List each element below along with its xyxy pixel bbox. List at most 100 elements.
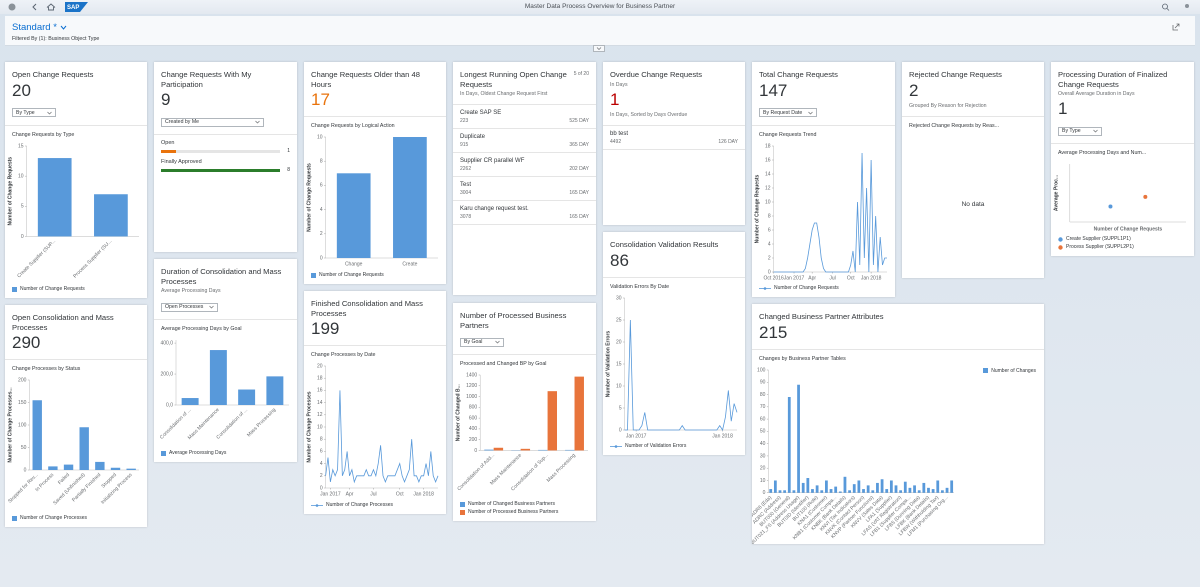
avatar-icon[interactable] bbox=[8, 3, 16, 11]
kpi-value: 1 bbox=[1058, 99, 1068, 118]
kpi-value: 290 bbox=[12, 333, 41, 352]
home-icon[interactable] bbox=[46, 3, 56, 11]
bar bbox=[547, 391, 558, 451]
dropdown[interactable]: By Type bbox=[1058, 126, 1102, 136]
card: Open Consolidation and Mass Processes 290… bbox=[5, 305, 147, 527]
swatch-box bbox=[12, 286, 17, 292]
legend: Number of Changes bbox=[983, 368, 1036, 374]
chart-title: Changes by Business Partner Tables bbox=[759, 355, 846, 362]
legend-text: Average Processing Days bbox=[169, 450, 227, 456]
x-tick-label: Jul bbox=[370, 491, 376, 497]
y-tick-label: 10 bbox=[317, 424, 323, 430]
dropdown[interactable]: By Type bbox=[12, 108, 56, 117]
list-item[interactable]: Create SAP SE 223 525 DAY bbox=[453, 105, 596, 129]
dropdown-text: By Type bbox=[1062, 128, 1081, 134]
x-tick-label: Mass Processing bbox=[546, 452, 577, 483]
card-header[interactable]: Finished Consolidation and Mass Processe… bbox=[304, 291, 446, 339]
card-header[interactable]: Consolidation Validation Results 86 bbox=[603, 232, 745, 271]
chart-plot: Number of Validation Errors 0 5 10 15 20 25 30 J… bbox=[605, 295, 738, 439]
dropdown-wrap: Open Processes bbox=[161, 295, 290, 313]
card-header[interactable]: Rejected Change Requests 2 Grouped By Reas… bbox=[902, 62, 1044, 110]
dropdown[interactable]: Open Processes bbox=[161, 302, 219, 312]
swatch-dot bbox=[1058, 236, 1063, 242]
card: Number of Processed Business Partners By … bbox=[453, 303, 596, 521]
list-item[interactable]: Duplicate 915 365 DAY bbox=[453, 129, 596, 153]
y-tick-label: 10 bbox=[317, 134, 323, 140]
card-header[interactable]: Total Change Requests 147 By Request Date bbox=[752, 62, 895, 119]
back-icon[interactable] bbox=[32, 3, 37, 11]
search-icon[interactable] bbox=[1162, 3, 1168, 10]
bar bbox=[876, 482, 879, 493]
item-id: 223 bbox=[460, 118, 469, 124]
variant-selector[interactable]: Standard * bbox=[12, 22, 67, 33]
y-tick-label: 6 bbox=[320, 183, 323, 189]
list-item[interactable]: bb test 4492 126 DAY bbox=[603, 126, 745, 150]
y-tick-label: 400 bbox=[469, 426, 478, 432]
y-tick-label: 12 bbox=[765, 185, 771, 191]
item-id: 915 bbox=[460, 142, 469, 148]
card-header[interactable]: Change Requests Older than 48 Hours 17 bbox=[304, 62, 446, 110]
kpi-value: 147 bbox=[759, 80, 788, 100]
y-tick-label: 0 bbox=[24, 467, 27, 473]
card: Longest Running Open Change Requests 5 of… bbox=[453, 62, 596, 295]
legend: Create Supplier (SUPPL1P1) Process Suppli… bbox=[1051, 234, 1194, 256]
collapse-button[interactable] bbox=[593, 45, 605, 52]
card-header[interactable]: Duration of Consolidation and Mass Proce… bbox=[154, 259, 297, 313]
x-tick-label: Jan 2018 bbox=[712, 433, 733, 439]
dropdown[interactable]: Created by Me bbox=[161, 117, 264, 127]
card-header[interactable]: Longest Running Open Change Requests 5 of… bbox=[453, 62, 596, 98]
chart-area: Number of Change Requests 0 2 4 6 8 10 12 14 16 18… bbox=[752, 140, 895, 284]
x-tick-label: Oct bbox=[847, 275, 855, 281]
user-icon[interactable] bbox=[1185, 4, 1189, 8]
card-header[interactable]: Processing Duration of Finalized Change … bbox=[1051, 62, 1194, 137]
dropdown-wrap: By Type bbox=[12, 101, 140, 119]
card-header[interactable]: Changed Business Partner Attributes 215 bbox=[752, 304, 1044, 343]
legend-text: Number of Change Processes bbox=[20, 515, 87, 521]
x-tick-label: Jan 2018 bbox=[861, 275, 882, 281]
x-tick-label: Create bbox=[402, 261, 417, 267]
chart-plot: Number of Change Requests 0 5 10 15 Create Su… bbox=[7, 143, 139, 279]
card-header[interactable]: Overdue Change Requests In Days 1 In Days, … bbox=[603, 62, 745, 119]
swatch-dot bbox=[763, 286, 767, 290]
variant-name[interactable]: Standard * bbox=[12, 22, 57, 33]
dropdown[interactable]: By Goal bbox=[460, 337, 504, 347]
list-item[interactable]: Karu change request test. 3078 165 DAY bbox=[453, 201, 596, 225]
legend-swatch bbox=[1058, 236, 1063, 242]
list-item[interactable]: Test 3004 165 DAY bbox=[453, 177, 596, 201]
dropdown-chevron bbox=[495, 340, 500, 344]
bar bbox=[927, 487, 930, 493]
card: Rejected Change Requests 2 Grouped By Reas… bbox=[902, 62, 1044, 278]
y-tick-label: 14 bbox=[317, 400, 323, 406]
progress-track bbox=[161, 149, 280, 153]
card-header[interactable]: Open Change Requests 20 By Type bbox=[5, 62, 147, 119]
bar bbox=[815, 484, 819, 493]
y-tick-label: 0 bbox=[320, 485, 323, 491]
x-tick-label: Create Supplier (SUP... bbox=[16, 238, 57, 279]
card-header[interactable]: Open Consolidation and Mass Processes 290 bbox=[5, 305, 147, 353]
legend-swatch bbox=[311, 503, 323, 507]
bar bbox=[913, 484, 916, 493]
y-tick-label: 16 bbox=[765, 157, 771, 163]
y-tick-label: 0 bbox=[21, 233, 24, 239]
legend-item: Number of Change Processes bbox=[12, 515, 140, 521]
dropdown[interactable]: By Request Date bbox=[759, 108, 818, 117]
y-tick-label: 5 bbox=[619, 405, 622, 411]
bar bbox=[79, 427, 89, 470]
y-tick-label: 25 bbox=[616, 317, 622, 323]
bar bbox=[37, 157, 72, 236]
progress-label: Open bbox=[161, 140, 175, 146]
card-header[interactable]: Change Requests With My Participation 9 Cr… bbox=[154, 62, 297, 128]
share-icon[interactable] bbox=[1171, 22, 1181, 32]
x-tick-label: Jan 2017 bbox=[626, 433, 647, 439]
y-tick-label: 200,0 bbox=[160, 371, 173, 377]
bar bbox=[908, 487, 912, 493]
list-item[interactable]: Supplier CR parallel WF 2262 202 DAY bbox=[453, 153, 596, 177]
card-header[interactable]: Number of Processed Business Partners By … bbox=[453, 303, 596, 348]
chart-plot: Number of Change Processes 0 2 4 6 8 10 12 14 16 1… bbox=[306, 363, 439, 497]
subtitle: In Days, Oldest Change Request First bbox=[460, 91, 548, 97]
y-tick-label: 90 bbox=[760, 379, 766, 385]
legend: Number of Change Requests bbox=[304, 270, 446, 284]
y-tick-label: 16 bbox=[317, 388, 323, 394]
scatter-point bbox=[1143, 194, 1148, 199]
item-duration: 365 DAY bbox=[569, 142, 589, 148]
